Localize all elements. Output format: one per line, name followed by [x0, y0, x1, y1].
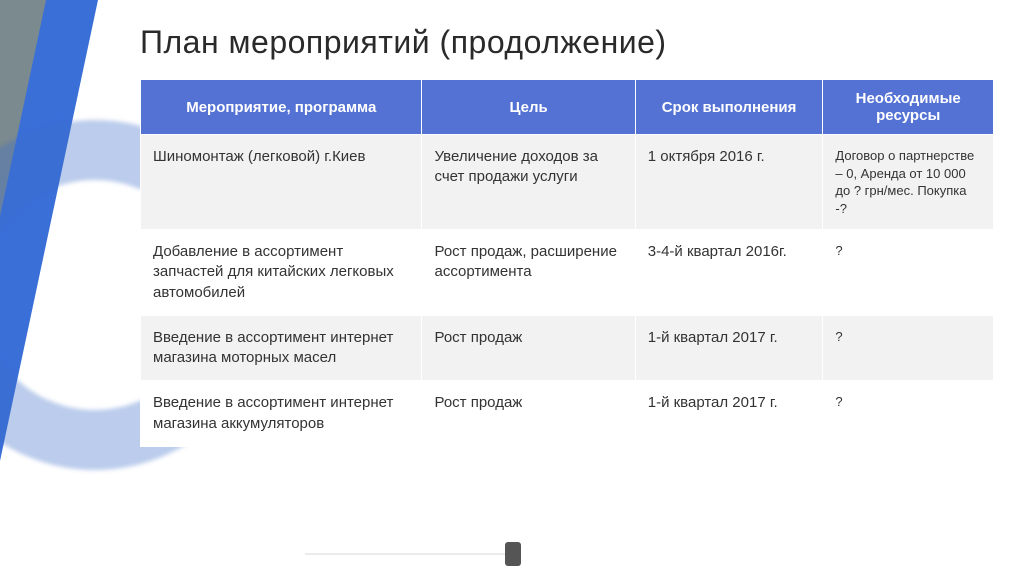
cell-deadline: 3-4-й квартал 2016г.: [635, 230, 823, 316]
table-header-row: Мероприятие, программа Цель Срок выполне…: [141, 80, 994, 135]
cell-goal: Рост продаж, расширение ассортимента: [422, 230, 635, 316]
slider-handle-icon: [505, 542, 521, 566]
table-row: Введение в ассортимент интернет магазина…: [141, 315, 994, 381]
cell-deadline: 1-й квартал 2017 г.: [635, 315, 823, 381]
cell-goal: Рост продаж: [422, 381, 635, 447]
cell-activity: Введение в ассортимент интернет магазина…: [141, 315, 422, 381]
cell-deadline: 1-й квартал 2017 г.: [635, 381, 823, 447]
col-activity: Мероприятие, программа: [141, 80, 422, 135]
cell-resources: ?: [823, 315, 994, 381]
page-title: План мероприятий (продолжение): [140, 24, 994, 61]
cell-deadline: 1 октября 2016 г.: [635, 135, 823, 230]
col-deadline: Срок выполнения: [635, 80, 823, 135]
content-area: План мероприятий (продолжение) Мероприят…: [140, 24, 994, 447]
cell-resources: Договор о партнерстве – 0, Аренда от 10 …: [823, 135, 994, 230]
table-row: Введение в ассортимент интернет магазина…: [141, 381, 994, 447]
table-row: Шиномонтаж (легковой) г.Киев Увеличение …: [141, 135, 994, 230]
table-row: Добавление в ассортимент запчастей для к…: [141, 230, 994, 316]
cell-goal: Увеличение доходов за счет продажи услуг…: [422, 135, 635, 230]
cell-goal: Рост продаж: [422, 315, 635, 381]
cell-activity: Введение в ассортимент интернет магазина…: [141, 381, 422, 447]
action-plan-table: Мероприятие, программа Цель Срок выполне…: [140, 79, 994, 447]
cell-activity: Шиномонтаж (легковой) г.Киев: [141, 135, 422, 230]
slide: План мероприятий (продолжение) Мероприят…: [0, 0, 1024, 576]
cell-activity: Добавление в ассортимент запчастей для к…: [141, 230, 422, 316]
cell-resources: ?: [823, 381, 994, 447]
cell-resources: ?: [823, 230, 994, 316]
col-resources: Необходимые ресурсы: [823, 80, 994, 135]
col-goal: Цель: [422, 80, 635, 135]
